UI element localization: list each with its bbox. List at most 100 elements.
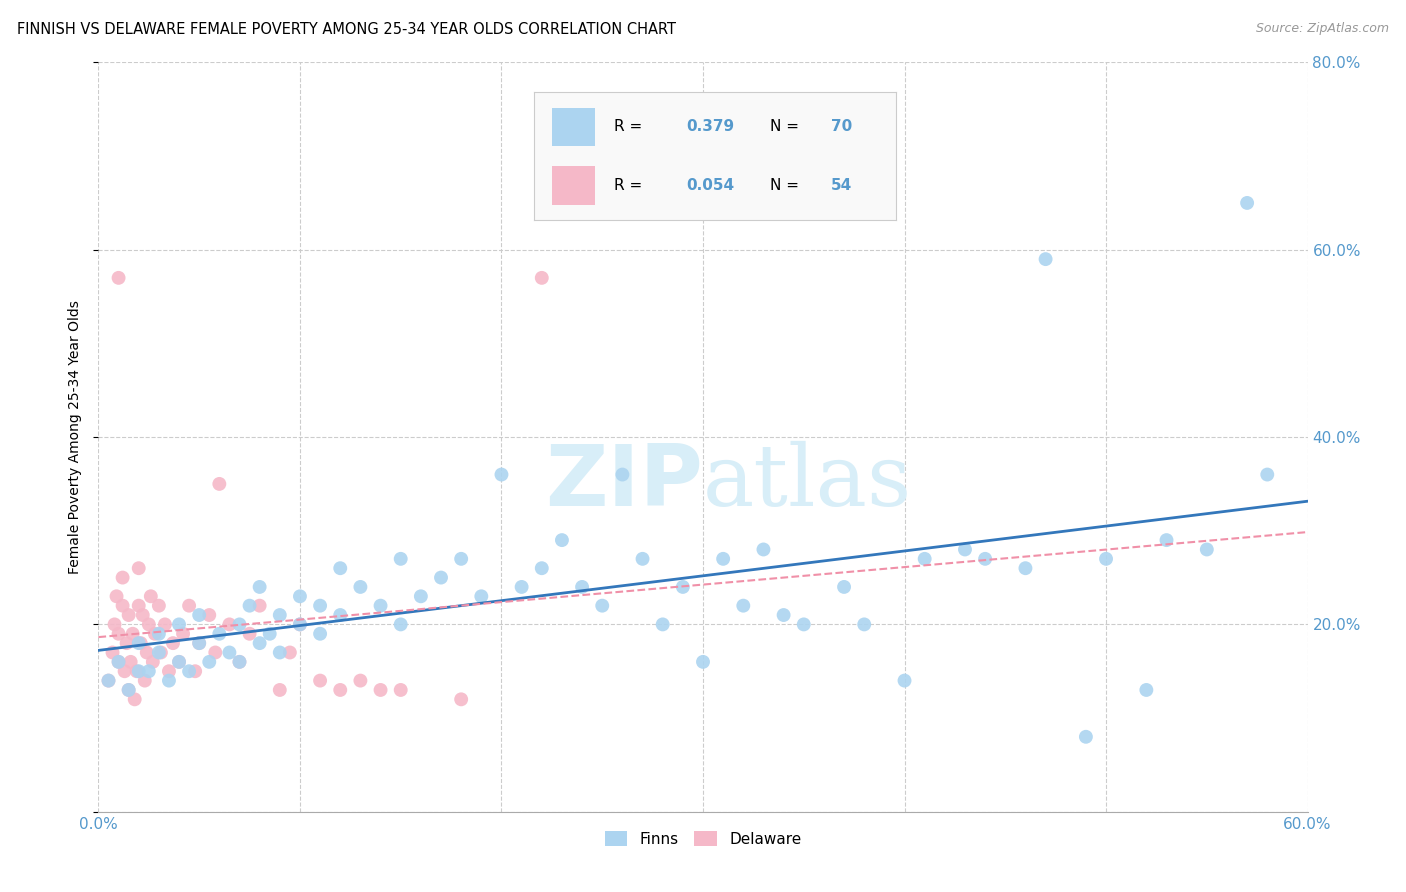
Point bbox=[853, 617, 876, 632]
Y-axis label: Female Poverty Among 25-34 Year Olds: Female Poverty Among 25-34 Year Olds bbox=[69, 300, 83, 574]
Point bbox=[115, 636, 138, 650]
Point bbox=[733, 599, 755, 613]
Point bbox=[832, 580, 855, 594]
Point bbox=[149, 646, 172, 660]
Point bbox=[491, 467, 513, 482]
Point bbox=[107, 655, 129, 669]
Point bbox=[103, 617, 125, 632]
Point bbox=[974, 551, 997, 566]
Point bbox=[139, 590, 162, 604]
Point bbox=[349, 673, 371, 688]
Point bbox=[259, 626, 281, 640]
Point bbox=[204, 646, 226, 660]
Point bbox=[157, 673, 180, 688]
Point bbox=[228, 617, 250, 632]
Point bbox=[107, 271, 129, 285]
Point bbox=[114, 664, 136, 679]
Point bbox=[148, 599, 170, 613]
Point bbox=[249, 636, 271, 650]
Point bbox=[105, 590, 128, 604]
Point bbox=[124, 692, 146, 706]
Point bbox=[167, 655, 190, 669]
Point bbox=[269, 683, 291, 698]
Point bbox=[389, 551, 412, 566]
Point bbox=[288, 617, 311, 632]
Point bbox=[132, 608, 155, 623]
Point bbox=[711, 551, 734, 566]
Point bbox=[470, 590, 492, 604]
Point bbox=[142, 655, 165, 669]
Text: ZIP: ZIP bbox=[546, 441, 703, 524]
Point bbox=[208, 476, 231, 491]
Point bbox=[752, 542, 775, 557]
Text: FINNISH VS DELAWARE FEMALE POVERTY AMONG 25-34 YEAR OLDS CORRELATION CHART: FINNISH VS DELAWARE FEMALE POVERTY AMONG… bbox=[17, 22, 676, 37]
Point bbox=[329, 683, 352, 698]
Point bbox=[1236, 195, 1258, 210]
Point bbox=[120, 655, 142, 669]
Point bbox=[138, 617, 160, 632]
Point bbox=[167, 655, 190, 669]
Point bbox=[239, 599, 262, 613]
Point bbox=[128, 599, 150, 613]
Point bbox=[389, 617, 412, 632]
Point bbox=[329, 608, 352, 623]
Point bbox=[612, 467, 634, 482]
Point bbox=[128, 561, 150, 575]
Point bbox=[118, 683, 141, 698]
Point bbox=[692, 655, 714, 669]
Point bbox=[118, 683, 141, 698]
Point bbox=[135, 646, 157, 660]
Point bbox=[134, 673, 156, 688]
Point bbox=[269, 646, 291, 660]
Point bbox=[450, 551, 472, 566]
Point bbox=[188, 636, 211, 650]
Point bbox=[249, 599, 271, 613]
Point bbox=[1195, 542, 1218, 557]
Point bbox=[153, 617, 176, 632]
Point bbox=[167, 617, 190, 632]
Point bbox=[107, 626, 129, 640]
Point bbox=[893, 673, 915, 688]
Point bbox=[107, 655, 129, 669]
Point bbox=[1014, 561, 1036, 575]
Point bbox=[148, 626, 170, 640]
Point bbox=[129, 636, 152, 650]
Point bbox=[208, 626, 231, 640]
Point bbox=[591, 599, 613, 613]
Point bbox=[118, 608, 141, 623]
Point bbox=[551, 533, 574, 547]
Point bbox=[172, 626, 194, 640]
Point bbox=[198, 655, 221, 669]
Point bbox=[309, 673, 332, 688]
Point bbox=[188, 608, 211, 623]
Point bbox=[672, 580, 695, 594]
Point bbox=[179, 664, 201, 679]
Point bbox=[793, 617, 815, 632]
Text: atlas: atlas bbox=[703, 441, 912, 524]
Point bbox=[218, 617, 240, 632]
Point bbox=[228, 655, 250, 669]
Point bbox=[430, 571, 453, 585]
Point bbox=[309, 626, 332, 640]
Point bbox=[179, 599, 201, 613]
Point bbox=[349, 580, 371, 594]
Point bbox=[128, 636, 150, 650]
Point bbox=[162, 636, 184, 650]
Point bbox=[288, 617, 311, 632]
Point bbox=[450, 692, 472, 706]
Point bbox=[198, 608, 221, 623]
Point bbox=[1074, 730, 1097, 744]
Point bbox=[97, 673, 120, 688]
Point bbox=[329, 561, 352, 575]
Point bbox=[651, 617, 673, 632]
Point bbox=[125, 664, 148, 679]
Point bbox=[1035, 252, 1057, 266]
Point bbox=[1135, 683, 1157, 698]
Point bbox=[148, 646, 170, 660]
Point bbox=[772, 608, 794, 623]
Point bbox=[138, 664, 160, 679]
Point bbox=[143, 626, 166, 640]
Point bbox=[1256, 467, 1278, 482]
Point bbox=[571, 580, 593, 594]
Point bbox=[1095, 551, 1118, 566]
